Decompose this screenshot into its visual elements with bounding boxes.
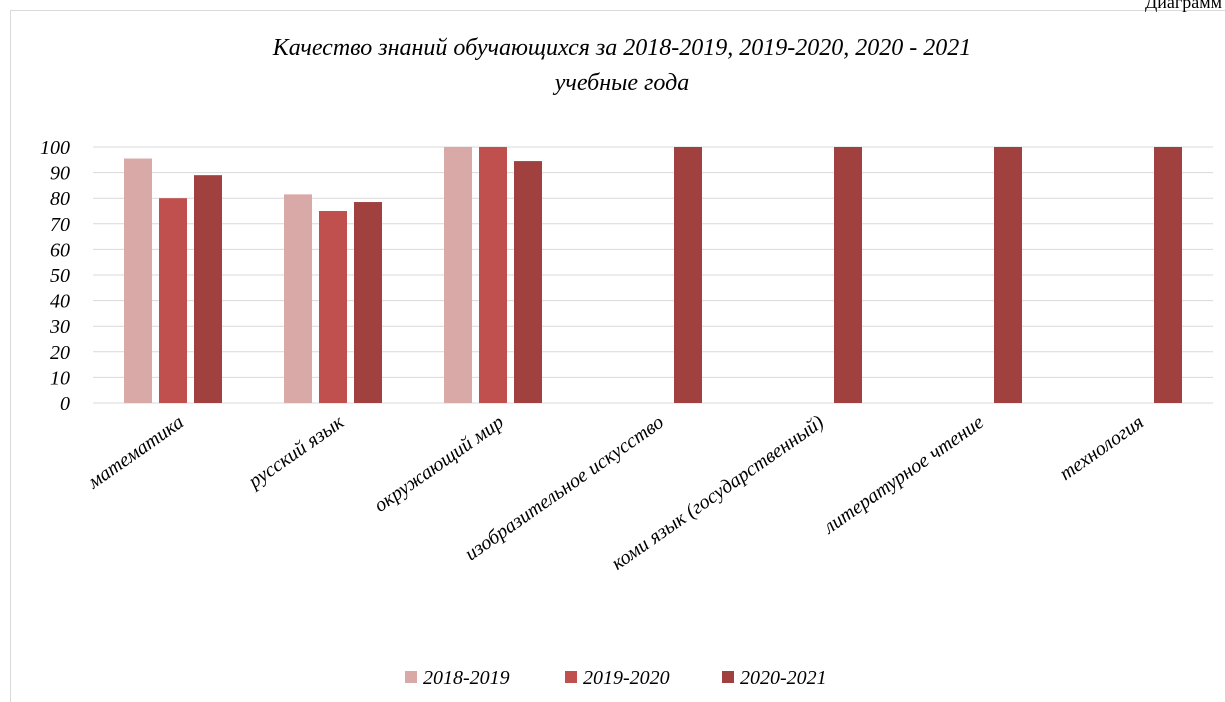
bar (834, 147, 862, 403)
bar (994, 147, 1022, 403)
legend-label: 2019-2020 (583, 667, 670, 689)
bar (444, 147, 472, 403)
bar (479, 147, 507, 403)
y-tick-label: 90 (50, 163, 70, 185)
x-tick-label: русский язык (243, 411, 348, 494)
chart-title: Качество знаний обучающихся за 2018-2019… (272, 35, 971, 61)
y-tick-label: 10 (50, 367, 70, 389)
legend-swatch (565, 671, 577, 683)
x-tick-label: математика (83, 411, 188, 494)
bar (514, 161, 542, 403)
y-tick-label: 20 (50, 342, 70, 364)
bar (319, 211, 347, 403)
bar (674, 147, 702, 403)
x-tick-label: технология (1055, 411, 1147, 485)
bar (284, 194, 312, 403)
legend-label: 2020-2021 (740, 667, 827, 689)
y-tick-label: 100 (40, 137, 70, 159)
legend-swatch (405, 671, 417, 683)
y-tick-label: 30 (49, 316, 70, 338)
x-tick-label: литературное чтение (819, 411, 988, 539)
bar (159, 198, 187, 403)
bar (354, 202, 382, 403)
legend-swatch (722, 671, 734, 683)
bar (194, 175, 222, 403)
y-tick-label: 0 (60, 393, 70, 415)
y-tick-label: 50 (50, 265, 70, 287)
legend-label: 2018-2019 (423, 667, 510, 689)
bar (1154, 147, 1182, 403)
caption: Диаграмм (1145, 0, 1222, 12)
chart-frame (10, 10, 1225, 702)
y-tick-label: 70 (50, 214, 70, 236)
y-tick-label: 80 (50, 188, 70, 210)
y-tick-label: 40 (50, 291, 70, 313)
x-tick-label: окружающий мир (370, 411, 508, 517)
bar (124, 158, 152, 403)
y-tick-label: 60 (50, 239, 70, 261)
chart-title: учебные года (553, 70, 690, 96)
